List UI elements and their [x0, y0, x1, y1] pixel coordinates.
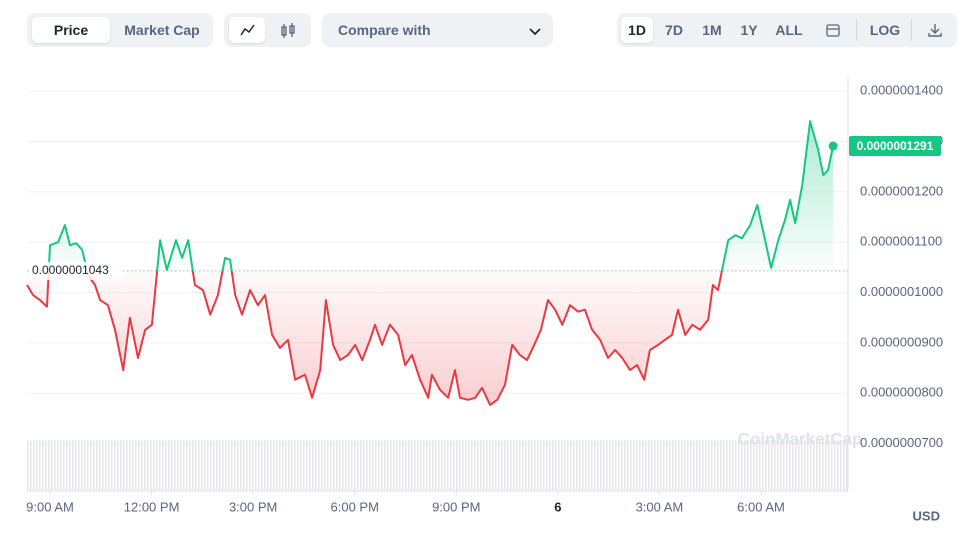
- price-tag-label: 0.0000001291: [857, 139, 934, 153]
- range-1m[interactable]: 1M: [702, 22, 722, 38]
- price-tab[interactable]: Price: [32, 17, 110, 43]
- divider: [911, 19, 912, 41]
- line-chart-button[interactable]: [229, 17, 265, 43]
- y-tick-label: 0.0000001200: [860, 183, 943, 198]
- x-tick-label: 3:00 PM: [229, 499, 277, 514]
- x-tick-label: 6: [554, 499, 561, 514]
- x-tick-label: 9:00 AM: [26, 499, 74, 514]
- baseline-label-bg: [29, 261, 123, 280]
- price-tag: [849, 136, 941, 157]
- x-tick-label: 12:00 PM: [124, 499, 180, 514]
- range-7d[interactable]: 7D: [665, 22, 683, 38]
- x-tick-label: 6:00 PM: [331, 499, 379, 514]
- y-tick-label: 0.0000000800: [860, 385, 943, 400]
- view-toggle: Price Market Cap: [27, 13, 213, 47]
- download-icon: [928, 24, 942, 37]
- watermark: CoinMarketCap: [738, 429, 863, 448]
- chart-type-toggle: [224, 13, 311, 47]
- price-line: [26, 120, 835, 406]
- price-area: [27, 121, 834, 405]
- currency-label: USD: [913, 508, 940, 523]
- candle-icon: [281, 23, 295, 38]
- candle-chart-button[interactable]: [270, 17, 306, 43]
- compare-dropdown[interactable]: Compare with: [322, 13, 553, 47]
- range-all[interactable]: ALL: [775, 22, 803, 38]
- x-tick-label: 3:00 AM: [636, 499, 684, 514]
- y-tick-label: 0.0000000900: [860, 334, 943, 349]
- y-tick-label: 0.0000001100: [860, 234, 942, 249]
- market-cap-tab[interactable]: Market Cap: [124, 22, 200, 38]
- x-tick-label: 6:00 AM: [737, 499, 785, 514]
- calendar-icon: [826, 24, 840, 37]
- y-tick-label: 0.0000000700: [860, 435, 943, 450]
- y-tick-label: 0.0000001400: [860, 83, 943, 98]
- calendar-button[interactable]: [817, 17, 849, 43]
- divider: [856, 19, 857, 41]
- range-toolbar: 1D 7D 1M 1Y ALL LOG: [617, 13, 957, 47]
- download-button[interactable]: [919, 17, 951, 43]
- chevron-icon: [529, 28, 541, 36]
- y-tick-label: 0.0000001000: [860, 284, 943, 299]
- last-point: [828, 141, 838, 151]
- range-1y[interactable]: 1Y: [740, 22, 758, 38]
- compare-label: Compare with: [338, 22, 431, 38]
- range-1d[interactable]: 1D: [621, 17, 653, 43]
- volume-band: [27, 440, 848, 491]
- x-tick-label: 9:00 PM: [432, 499, 480, 514]
- baseline-label: 0.0000001043: [32, 263, 109, 277]
- log-button[interactable]: LOG: [869, 22, 901, 38]
- line-icon: [240, 24, 255, 36]
